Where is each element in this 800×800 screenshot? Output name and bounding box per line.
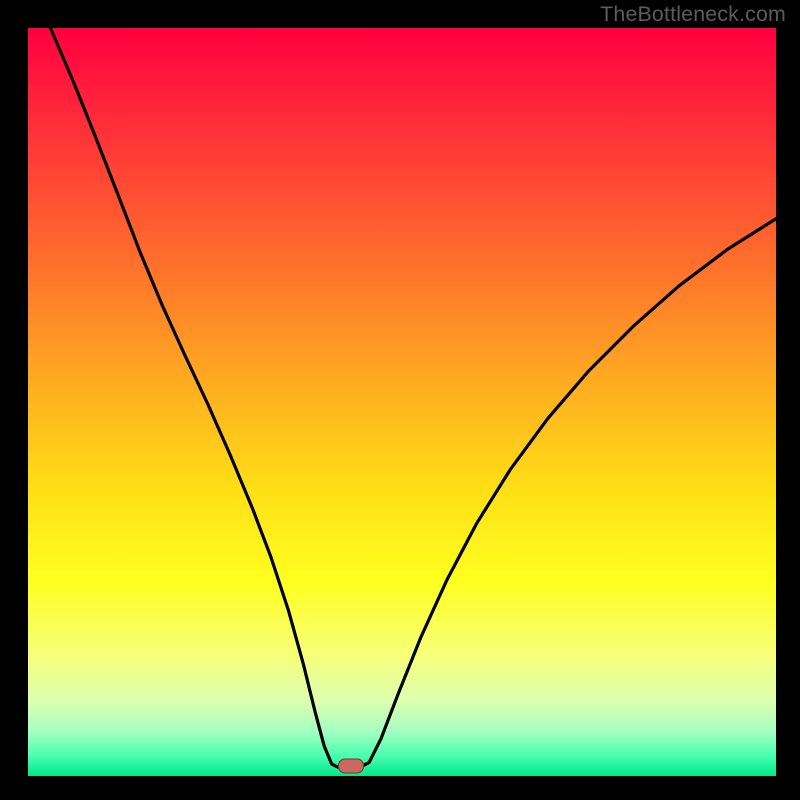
chart-frame: TheBottleneck.com: [0, 0, 800, 800]
bottleneck-curve: [28, 28, 776, 776]
optimum-marker: [338, 759, 364, 774]
curve-path: [50, 28, 776, 769]
watermark-text: TheBottleneck.com: [600, 2, 786, 27]
plot-area: [28, 28, 776, 776]
